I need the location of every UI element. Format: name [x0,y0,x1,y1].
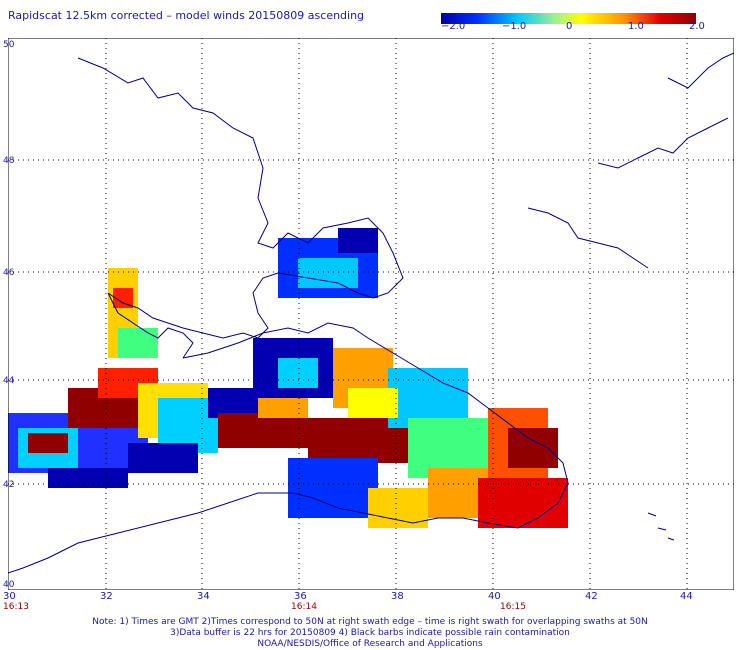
map-title: Rapidscat 12.5km corrected – model winds… [8,9,365,22]
colorbar-label: −2.0 [441,21,466,32]
colorbar-label: 1.0 [628,21,644,32]
credit-line: NOAA/NESDIS/Office of Research and Appli… [257,639,483,649]
time-label: 16:13 [3,602,29,612]
lon-label: 30 [3,591,16,602]
time-label: 16:15 [500,602,526,612]
lat-label: 48 [3,156,15,166]
lon-label: 34 [197,591,210,602]
lon-label: 42 [585,591,598,602]
colorbar-label: 0 [566,21,573,32]
lat-label: 40 [3,580,15,590]
lon-label: 36 [294,591,307,602]
note-line: Note: 1) Times are GMT 2)Times correspon… [92,617,648,627]
map-plot [8,38,734,590]
lon-label: 32 [100,591,113,602]
lat-label: 46 [3,268,15,278]
coastline [8,52,734,574]
colorbar-label: 2.0 [689,21,705,32]
note-line: 3)Data buffer is 22 hrs for 20150809 4) … [170,628,570,638]
lon-label: 44 [680,591,693,602]
colorbar-gradient [441,13,696,24]
graticule [8,38,734,590]
lon-label: 38 [391,591,404,602]
colorbar [441,9,696,24]
lat-label: 50 [3,40,15,50]
swath-data [8,228,568,528]
lat-label: 42 [3,480,15,490]
lon-label: 40 [488,591,501,602]
time-label: 16:14 [291,602,317,612]
lat-label: 44 [3,376,15,386]
colorbar-label: −1.0 [502,21,527,32]
